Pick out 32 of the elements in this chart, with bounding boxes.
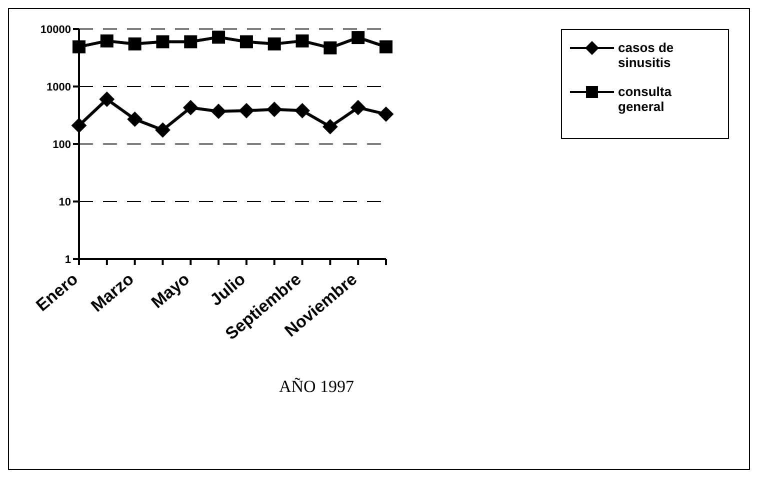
point <box>294 103 310 118</box>
point <box>322 119 338 134</box>
legend-label: casos de sinusitis <box>618 40 675 70</box>
y-tick-label: 10 <box>58 196 71 208</box>
y-tick-label: 1000 <box>46 81 71 94</box>
point <box>378 106 394 122</box>
point <box>296 34 309 48</box>
point <box>211 104 226 119</box>
point <box>100 34 114 48</box>
point <box>380 40 392 54</box>
point <box>156 35 170 48</box>
point <box>184 35 198 48</box>
point <box>128 37 142 50</box>
point <box>350 100 366 116</box>
legend-label: consulta general <box>618 84 672 114</box>
point <box>212 30 226 44</box>
y-tick-label: 10000 <box>40 24 71 36</box>
point <box>127 112 142 127</box>
point <box>72 118 86 133</box>
point <box>266 102 282 117</box>
point <box>324 41 337 54</box>
point <box>268 37 281 50</box>
point <box>352 31 365 44</box>
point <box>240 35 253 48</box>
point <box>155 122 170 138</box>
point <box>183 100 198 116</box>
point <box>99 92 114 107</box>
x-axis-title: AÑO 1997 <box>278 377 356 397</box>
point <box>238 103 254 118</box>
y-tick-label: 100 <box>52 138 71 151</box>
y-tick-label: 1 <box>64 254 71 266</box>
point <box>72 40 86 54</box>
